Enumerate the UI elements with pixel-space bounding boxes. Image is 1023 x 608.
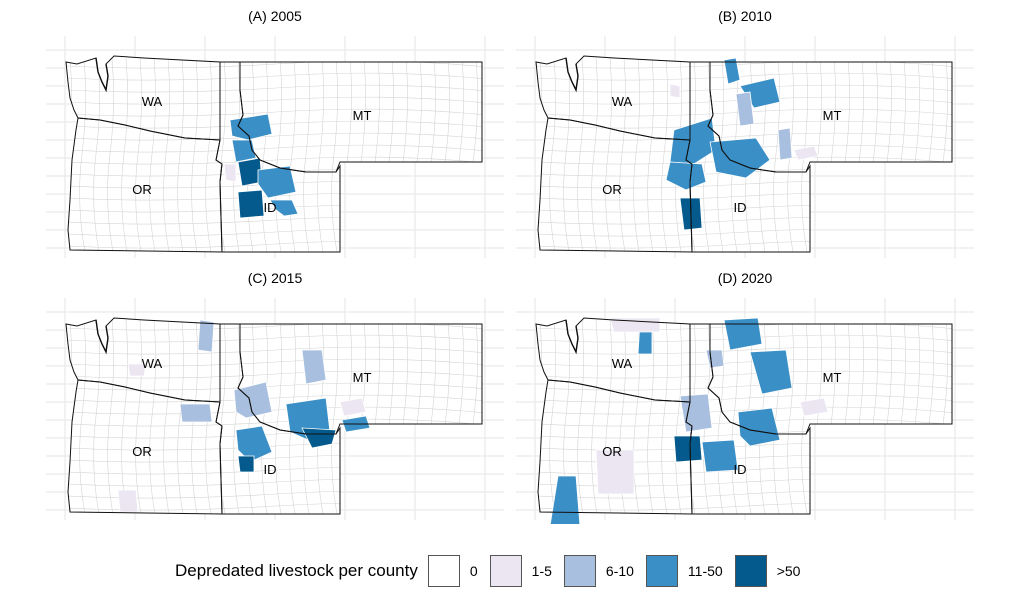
legend-swatch-11-50	[645, 555, 678, 587]
state-mt	[238, 62, 482, 172]
county-id-4	[737, 407, 781, 447]
county-mt-8	[799, 397, 829, 417]
county-mt-8	[339, 397, 367, 417]
legend-swatch-1-5	[489, 555, 522, 587]
county-id-1	[233, 381, 273, 419]
county-mt-5	[723, 317, 763, 351]
map-svg: WA OR ID MT	[46, 36, 504, 258]
county-id-10	[669, 83, 681, 99]
legend-swatch-over-50	[734, 555, 767, 587]
state-label-or: OR	[132, 444, 152, 459]
county-or-12	[595, 449, 635, 495]
county-wa-10	[127, 363, 147, 377]
legend-swatch-6-10	[563, 555, 596, 587]
county-id-1	[669, 117, 717, 165]
county-id-2	[665, 161, 707, 191]
state-wa	[536, 56, 690, 140]
state-outline-mt	[707, 323, 953, 435]
county-id-7	[269, 199, 299, 217]
panel-title: (C) 2015	[247, 270, 303, 286]
legend-title: Depredated livestock per county	[175, 561, 418, 580]
county-or-11	[179, 403, 213, 423]
map-panel-1: (A) 2005 WA OR ID MT	[40, 8, 510, 263]
puget-sound-coast	[565, 57, 579, 93]
puget-sound-coast	[565, 319, 579, 355]
puget-sound-coast	[95, 57, 109, 93]
county-id-2	[673, 435, 703, 463]
map-svg: WA OR ID MT	[516, 298, 974, 524]
county-id-3	[237, 455, 255, 473]
state-label-wa: WA	[612, 356, 633, 371]
legend: Depredated livestock per county 0 1-5 6-…	[175, 553, 812, 589]
state-outline-mt	[237, 61, 483, 173]
state-label-mt: MT	[353, 370, 372, 385]
county-wa-9	[197, 319, 215, 353]
county-mt-9	[793, 145, 819, 161]
legend-item-1-5: 1-5	[489, 555, 552, 587]
puget-sound-coast	[95, 319, 109, 355]
state-wa	[66, 56, 220, 140]
state-label-or: OR	[602, 182, 622, 197]
state-id	[686, 62, 810, 252]
map-panel-2: (B) 2010 WA OR ID MT	[510, 8, 980, 263]
state-label-wa: WA	[142, 94, 163, 109]
county-id-6	[223, 163, 237, 183]
county-id-4	[257, 165, 297, 199]
legend-item-0: 0	[427, 555, 478, 587]
legend-label-6-10: 6-10	[605, 563, 634, 579]
state-outline-mt	[707, 61, 953, 173]
state-label-mt: MT	[823, 370, 842, 385]
legend-item-6-10: 6-10	[563, 555, 634, 587]
county-id-2	[231, 139, 257, 163]
state-label-id: ID	[734, 200, 747, 215]
map-svg: WA OR ID MT	[516, 36, 974, 258]
county-mt-8	[777, 127, 793, 161]
county-or-12	[117, 489, 139, 513]
state-label-wa: WA	[612, 94, 633, 109]
legend-label-11-50: 11-50	[687, 563, 723, 579]
state-label-id: ID	[734, 462, 747, 477]
county-mt-6	[723, 57, 741, 85]
panel-title: (D) 2020	[717, 270, 773, 286]
panel-title: (B) 2010	[718, 8, 772, 24]
county-id-1	[679, 393, 713, 433]
state-label-or: OR	[132, 182, 152, 197]
state-label-mt: MT	[823, 108, 842, 123]
legend-swatch-0	[427, 555, 460, 587]
state-label-wa: WA	[142, 356, 163, 371]
county-mt-7	[735, 91, 755, 127]
legend-label-0: 0	[469, 563, 478, 579]
county-id-2	[235, 425, 273, 463]
county-id-3	[701, 439, 739, 473]
legend-label-over-50: >50	[776, 563, 801, 579]
map-svg: WA OR ID MT	[46, 298, 504, 520]
county-mt-6	[749, 349, 793, 395]
county-mt-7	[301, 349, 327, 385]
panel-title: (A) 2005	[248, 8, 302, 24]
state-label-id: ID	[264, 200, 277, 215]
state-outline-mt	[237, 323, 483, 435]
state-label-or: OR	[602, 444, 622, 459]
map-panel-3: (C) 2015 WA OR ID MT	[40, 270, 510, 525]
legend-item-11-50: 11-50	[645, 555, 723, 587]
legend-item-over-50: >50	[734, 555, 801, 587]
state-label-mt: MT	[353, 108, 372, 123]
county-id-5	[237, 189, 265, 219]
map-panel-4: (D) 2020 WA OR ID MT	[510, 270, 980, 525]
legend-label-1-5: 1-5	[531, 563, 552, 579]
state-label-id: ID	[264, 462, 277, 477]
state-wa	[66, 318, 220, 402]
county-id-5	[301, 427, 337, 449]
